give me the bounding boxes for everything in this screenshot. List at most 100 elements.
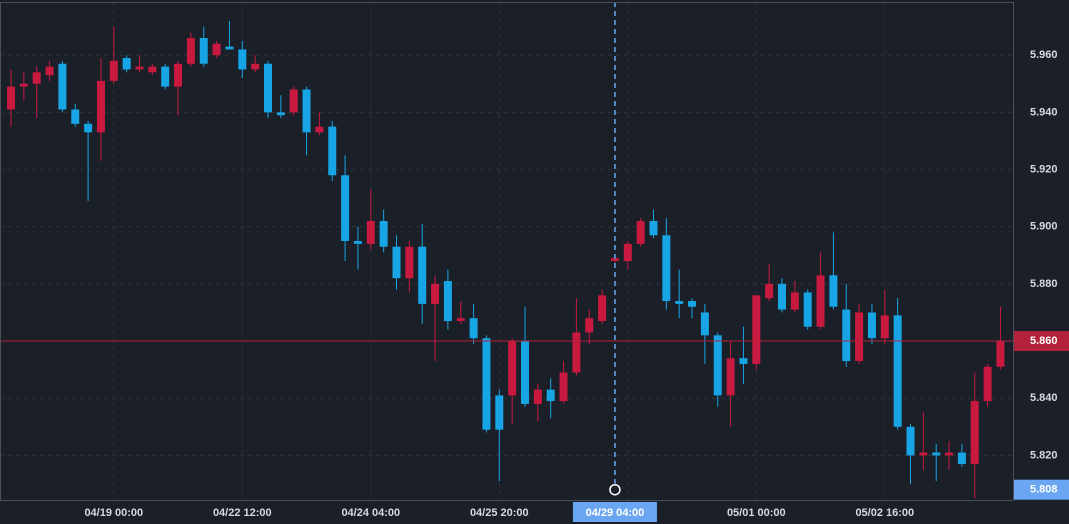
candle-body [96, 80, 105, 133]
candle-body [58, 63, 67, 110]
candle-body [623, 243, 632, 262]
crosshair-point [609, 483, 621, 496]
plot-border [0, 2, 1014, 501]
candle-body [366, 220, 375, 244]
candle-body [778, 283, 786, 310]
candle-body [610, 258, 619, 262]
candle-body [572, 332, 581, 373]
candle-body [341, 175, 350, 241]
candle-body [508, 341, 517, 396]
y-tick-label: 5.900 [1030, 221, 1058, 233]
candle-body [379, 220, 388, 247]
candle-body [533, 389, 542, 404]
y-tick-label: 5.820 [1030, 449, 1058, 461]
candle-body [238, 49, 247, 70]
candle-body [919, 452, 928, 456]
candle-body [456, 318, 465, 322]
candle-body [598, 295, 607, 322]
candle-body [328, 126, 337, 176]
x-tick-label: 04/22 12:00 [213, 507, 272, 519]
candle-body [405, 246, 414, 279]
candle-body [431, 283, 440, 304]
axes: 5.820 5.840 5.860 5.880 5.900 5.920 5.940 5.960… [84, 49, 1069, 522]
candle-body [855, 312, 864, 362]
candle-body [264, 63, 272, 113]
candle-body [289, 89, 298, 113]
x-tick-label: 04/25 20:00 [470, 507, 529, 519]
candle-body [161, 66, 170, 87]
candle-body [276, 112, 285, 116]
candle-body [803, 292, 812, 327]
candle-body [906, 426, 915, 456]
candle-body [662, 235, 671, 302]
candle-body [739, 358, 748, 364]
plot [0, 2, 1013, 499]
crosshair-price-tag [1014, 479, 1069, 500]
y-tick-label: 5.840 [1030, 392, 1058, 404]
crosshair-x-tag [572, 502, 657, 522]
candle-body [636, 220, 645, 244]
candle-body [19, 83, 28, 87]
candle-body [726, 358, 735, 396]
candle-body [174, 63, 183, 87]
candle-body [45, 66, 54, 76]
y-tick-label: 5.940 [1030, 106, 1058, 118]
candle-body [867, 312, 876, 339]
candle-body [559, 372, 568, 402]
candle-body [996, 341, 1005, 367]
candle-body [392, 246, 401, 279]
candle-body [983, 366, 992, 402]
candle-body [443, 281, 452, 322]
x-tick-label: 04/29 04:00 [586, 507, 645, 519]
candle-body [893, 315, 902, 427]
candle-body [957, 452, 966, 464]
x-tick-label: 05/02 16:00 [855, 507, 914, 519]
candle-body [880, 315, 889, 339]
candle-body [842, 309, 851, 362]
candle-body [135, 66, 144, 70]
candle-body [521, 341, 529, 404]
last-price-tag [1014, 331, 1069, 352]
candle-body [84, 123, 93, 133]
candle-body [353, 240, 362, 244]
candle-body [816, 275, 825, 327]
x-tick-label: 04/19 00:00 [84, 507, 143, 519]
candle-body [251, 63, 260, 70]
candle-body [122, 58, 131, 70]
candle-body [585, 318, 594, 333]
candle-body [199, 38, 208, 64]
candle-body [495, 395, 504, 430]
candle-body [713, 335, 722, 396]
candle-body [302, 89, 311, 133]
candle-body [225, 46, 234, 50]
candle-body [765, 283, 774, 299]
candle-body [32, 72, 41, 84]
candle-body [752, 295, 761, 364]
y-tick-label: 5.920 [1030, 163, 1058, 175]
crosshair-price-label: 5.808 [1030, 484, 1058, 496]
candle-body [700, 312, 709, 336]
candle-body [469, 318, 478, 339]
candle-body [418, 246, 427, 304]
candle-body [109, 60, 118, 81]
candle-body [71, 109, 80, 124]
x-tick-label: 04/24 04:00 [341, 507, 400, 519]
candle-body [649, 220, 658, 236]
candle-body [675, 301, 684, 304]
candle-body [688, 301, 697, 307]
y-tick-label: 5.880 [1030, 278, 1058, 290]
candle-body [315, 126, 324, 133]
candle-body [482, 338, 491, 430]
candle-body [932, 452, 941, 456]
y-tick-label: 5.960 [1030, 49, 1058, 61]
candle-body [945, 452, 954, 456]
candle-body [7, 86, 15, 110]
x-tick-label: 05/01 00:00 [727, 507, 786, 519]
candle-body [970, 401, 979, 464]
candle-body [212, 43, 221, 56]
candle-body [148, 66, 157, 73]
candle-body [186, 38, 195, 64]
candle-body [546, 389, 555, 402]
candle-body [829, 275, 838, 307]
